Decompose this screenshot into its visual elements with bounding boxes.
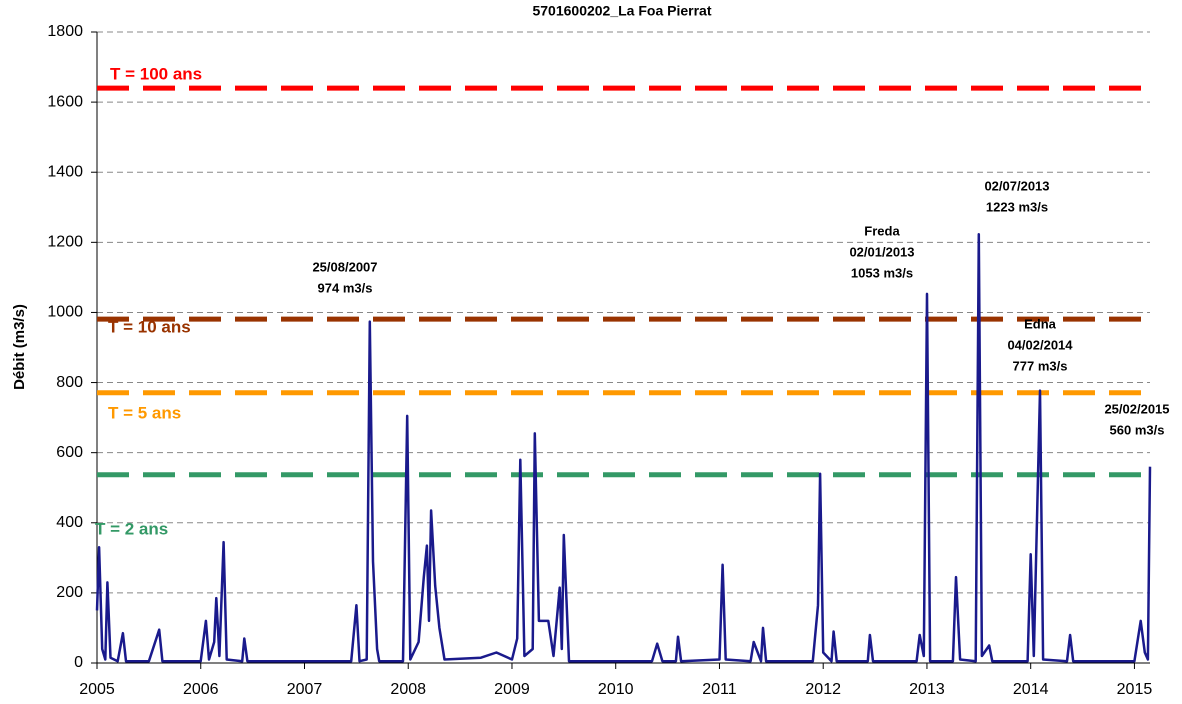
annotation: 25/08/2007 bbox=[312, 259, 377, 274]
x-tick-label: 2011 bbox=[702, 681, 737, 698]
annotation: 04/02/2014 bbox=[1007, 337, 1073, 352]
threshold-label: T = 10 ans bbox=[108, 317, 191, 336]
threshold-label: T = 5 ans bbox=[108, 403, 181, 422]
chart-title: 5701600202_La Foa Pierrat bbox=[532, 3, 711, 19]
y-tick-label: 1000 bbox=[47, 304, 83, 321]
annotation: 974 m3/s bbox=[318, 280, 373, 295]
annotation: 25/02/2015 bbox=[1104, 401, 1169, 416]
x-tick-label: 2013 bbox=[909, 681, 945, 698]
threshold-label: T = 2 ans bbox=[95, 519, 168, 538]
annotation: 777 m3/s bbox=[1013, 358, 1068, 373]
data-line bbox=[95, 233, 1152, 663]
plot-area bbox=[97, 32, 1150, 663]
x-tick-label: 2010 bbox=[598, 681, 634, 698]
y-tick-label: 1200 bbox=[47, 234, 83, 251]
x-tick-label: 2014 bbox=[1013, 681, 1049, 698]
x-tick-label: 2015 bbox=[1117, 681, 1153, 698]
annotation: 02/01/2013 bbox=[849, 244, 914, 259]
y-tick-label: 800 bbox=[56, 374, 83, 391]
y-tick-label: 200 bbox=[56, 584, 83, 601]
y-tick-label: 400 bbox=[56, 514, 83, 531]
y-tick-label: 1600 bbox=[47, 93, 83, 110]
y-tick-label: 1400 bbox=[47, 163, 83, 180]
annotation: Edna bbox=[1024, 316, 1057, 331]
y-axis-label: Débit (m3/s) bbox=[11, 304, 28, 390]
x-tick-label: 2005 bbox=[79, 681, 115, 698]
threshold-label: T = 100 ans bbox=[110, 64, 202, 83]
y-tick-label: 600 bbox=[56, 444, 83, 461]
x-tick-label: 2008 bbox=[390, 681, 426, 698]
x-tick-label: 2007 bbox=[287, 681, 323, 698]
x-tick-label: 2012 bbox=[805, 681, 841, 698]
x-tick-label: 2009 bbox=[494, 681, 530, 698]
y-tick-label: 1800 bbox=[47, 23, 83, 40]
annotation: Freda bbox=[864, 223, 900, 238]
annotation: 560 m3/s bbox=[1110, 422, 1165, 437]
y-tick-label: 0 bbox=[74, 654, 83, 671]
annotation: 1223 m3/s bbox=[986, 199, 1048, 214]
annotation: 1053 m3/s bbox=[851, 265, 913, 280]
x-tick-label: 2006 bbox=[183, 681, 219, 698]
annotation: 02/07/2013 bbox=[984, 178, 1049, 193]
